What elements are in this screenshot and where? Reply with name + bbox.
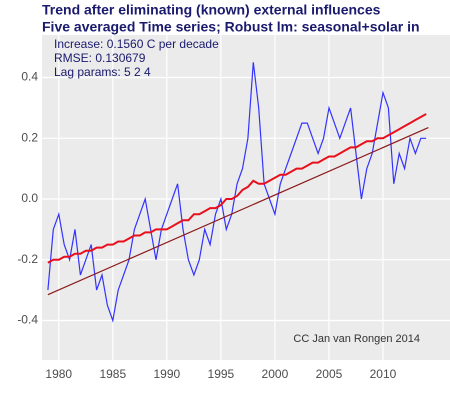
chart-subtitle: Five averaged Time series; Robust lm: se… <box>42 19 420 35</box>
x-tick-label: 2010 <box>370 367 397 381</box>
y-tick-label: 0.0 <box>21 191 38 205</box>
series-line <box>47 62 427 323</box>
y-tick-label: -0.4 <box>17 313 38 327</box>
credit: CC Jan van Rongen 2014 <box>293 333 420 345</box>
x-tick-label: 1985 <box>99 367 126 381</box>
y-tick-label: 0.2 <box>21 130 38 144</box>
annotation: Increase: 0.1560 C per decade <box>54 37 219 51</box>
chart-title: Trend after eliminating (known) external… <box>42 2 381 18</box>
panel <box>42 35 450 360</box>
series-line <box>47 127 429 296</box>
x-tick-label: 1980 <box>45 367 72 381</box>
annotation: Lag params: 5 2 4 <box>54 65 151 79</box>
x-tick-label: 1995 <box>208 367 235 381</box>
x-tick-label: 1990 <box>153 367 180 381</box>
y-tick-label: -0.2 <box>17 252 38 266</box>
x-tick-label: 2000 <box>262 367 289 381</box>
annotation: RMSE: 0.130679 <box>54 51 146 65</box>
x-tick-label: 2005 <box>316 367 343 381</box>
series-line <box>47 113 427 264</box>
y-tick-label: 0.4 <box>21 70 38 84</box>
